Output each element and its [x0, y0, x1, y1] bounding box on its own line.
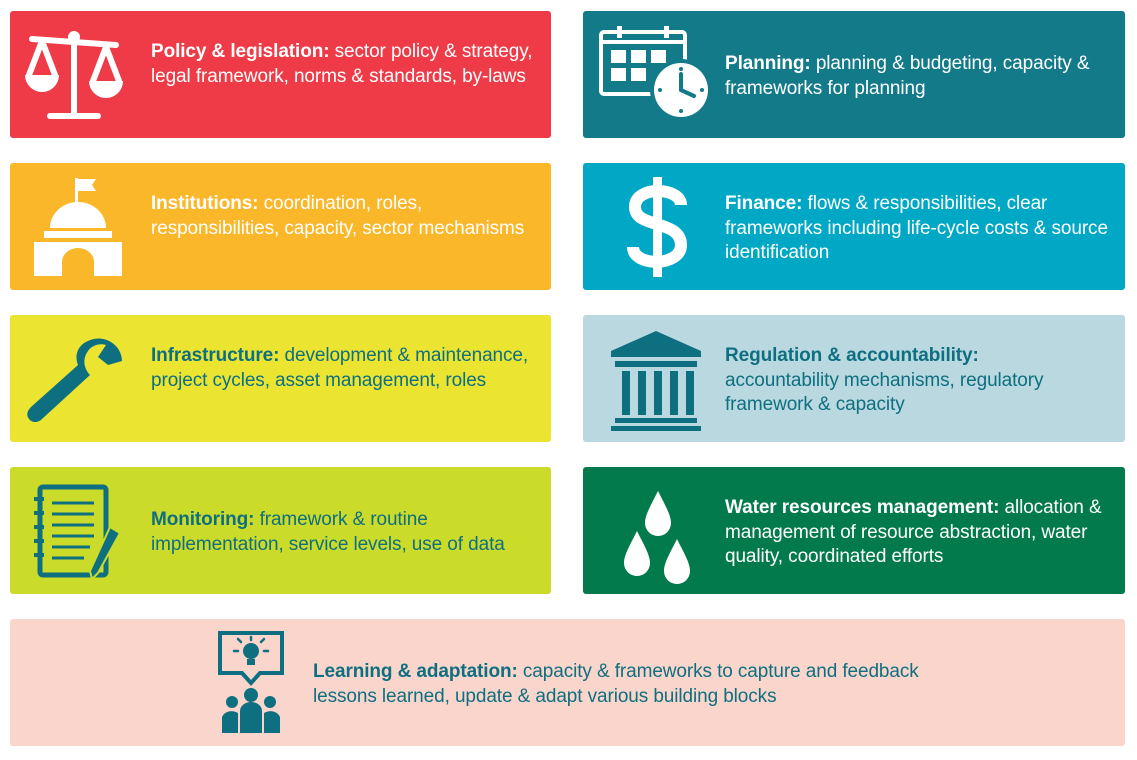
block-body: framework & routine implementation, serv… [151, 509, 505, 555]
dollar-sign-icon [623, 175, 693, 279]
finance-block: Finance: flows & responsibilities, clear… [583, 163, 1125, 290]
block-body: allocation & management of resource abst… [725, 497, 1102, 567]
regulation-accountability-block: Regulation & accountability: accountabil… [583, 315, 1125, 442]
block-title: Learning & adaptation: [313, 661, 518, 682]
block-title: Planning: [725, 53, 811, 74]
finance-text: Finance: flows & responsibilities, clear… [725, 192, 1117, 266]
block-body: sector policy & strategy, legal framewor… [151, 41, 533, 87]
block-title: Institutions: [151, 193, 259, 214]
calendar-clock-icon [597, 24, 715, 124]
learning-adaptation-block: Learning & adaptation: capacity & framew… [10, 619, 1125, 746]
block-title: Monitoring: [151, 509, 255, 530]
block-body: flows & responsibilities, clear framewor… [725, 193, 1108, 263]
government-building-icon [32, 176, 124, 280]
scales-icon [24, 29, 128, 121]
institutions-block: Institutions: coordination, roles, respo… [10, 163, 551, 290]
water-resources-block: Water resources management: allocation &… [583, 467, 1125, 594]
block-body: coordination, roles, responsibilities, c… [151, 193, 525, 239]
infrastructure-text: Infrastructure: development & maintenanc… [151, 344, 541, 393]
block-body: development & maintenance, project cycle… [151, 345, 529, 391]
monitoring-text: Monitoring: framework & routine implemen… [151, 508, 541, 557]
planning-block: Planning: planning & budgeting, capacity… [583, 11, 1125, 138]
block-title: Water resources management: [725, 497, 1000, 518]
block-title: Policy & legislation: [151, 41, 330, 62]
block-title: Infrastructure: [151, 345, 280, 366]
policy-legislation-text: Policy & legislation: sector policy & st… [151, 40, 541, 89]
water-drops-icon [621, 489, 695, 587]
wrench-icon [24, 333, 124, 429]
block-title: Finance: [725, 193, 803, 214]
regulation-accountability-text: Regulation & accountability: accountabil… [725, 344, 1117, 418]
block-body: capacity & frameworks to capture and fee… [313, 661, 919, 707]
lightbulb-people-icon [216, 629, 288, 737]
block-body: planning & budgeting, capacity & framewo… [725, 53, 1090, 99]
block-title: Regulation & accountability: [725, 345, 979, 366]
courthouse-icon [609, 329, 703, 433]
notepad-pencil-icon [32, 483, 124, 581]
institutions-text: Institutions: coordination, roles, respo… [151, 192, 541, 241]
water-resources-text: Water resources management: allocation &… [725, 496, 1117, 570]
planning-text: Planning: planning & budgeting, capacity… [725, 52, 1117, 101]
policy-legislation-block: Policy & legislation: sector policy & st… [10, 11, 551, 138]
learning-adaptation-text: Learning & adaptation: capacity & framew… [313, 660, 953, 709]
block-body: accountability mechanisms, regulatory fr… [725, 369, 1044, 416]
infrastructure-block: Infrastructure: development & maintenanc… [10, 315, 551, 442]
monitoring-block: Monitoring: framework & routine implemen… [10, 467, 551, 594]
